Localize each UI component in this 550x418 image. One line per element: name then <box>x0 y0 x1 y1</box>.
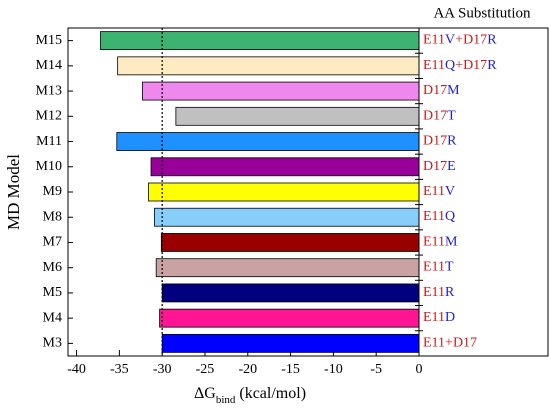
x-tick-label: -20 <box>238 362 257 377</box>
bar <box>159 308 420 328</box>
chart-title: AA Substitution <box>433 5 531 21</box>
y-tick-label: M4 <box>43 310 62 325</box>
x-axis-label: ΔGbind (kcal/mol) <box>194 385 306 406</box>
y-tick-label: M14 <box>36 58 62 73</box>
y-tick-label: M5 <box>43 285 62 300</box>
substitution-label: D17E <box>423 159 456 174</box>
y-tick-label: M10 <box>36 159 62 174</box>
bar <box>100 31 420 51</box>
bar <box>161 333 420 353</box>
substitution-label: E11R <box>423 285 455 300</box>
y-tick-label: M15 <box>36 33 62 48</box>
y-tick-label: M6 <box>43 260 62 275</box>
y-tick-label: M8 <box>43 209 62 224</box>
x-tick-label: -40 <box>67 362 86 377</box>
substitution-label: E11+D17 <box>423 336 477 351</box>
bar <box>142 81 420 101</box>
substitution-label: D17T <box>423 109 456 124</box>
substitution-label: E11Q <box>423 209 455 224</box>
x-tick-label: -5 <box>370 362 382 377</box>
y-tick-label: M7 <box>43 235 62 250</box>
x-tick-label: 0 <box>416 362 423 377</box>
bar <box>160 233 420 252</box>
bar <box>148 182 420 202</box>
x-tick-label: -10 <box>324 362 343 377</box>
bar <box>117 56 420 76</box>
substitution-label: E11D <box>423 310 455 325</box>
bar <box>175 106 420 126</box>
substitution-label: E11Q+D17R <box>423 58 497 73</box>
substitution-label: D17M <box>423 83 460 98</box>
y-tick-label: M11 <box>36 134 62 149</box>
substitution-label: E11V+D17R <box>423 33 497 48</box>
x-tick-label: -15 <box>281 362 300 377</box>
x-tick-label: -35 <box>110 362 129 377</box>
substitution-label: D17R <box>423 134 457 149</box>
bar <box>161 283 420 303</box>
y-tick-label: M9 <box>43 184 62 199</box>
bar <box>150 157 420 177</box>
x-tick-label: -25 <box>196 362 215 377</box>
y-axis-label: MD Model <box>4 154 23 230</box>
y-tick-label: M12 <box>36 109 62 124</box>
y-tick-label: M13 <box>36 83 62 98</box>
substitution-label: E11V <box>423 184 455 199</box>
substitution-label: E11M <box>423 235 458 250</box>
bar <box>155 258 420 278</box>
substitution-label: E11T <box>423 260 454 275</box>
y-tick-label: M3 <box>43 336 62 351</box>
x-tick-label: -30 <box>153 362 172 377</box>
bar <box>154 207 420 227</box>
